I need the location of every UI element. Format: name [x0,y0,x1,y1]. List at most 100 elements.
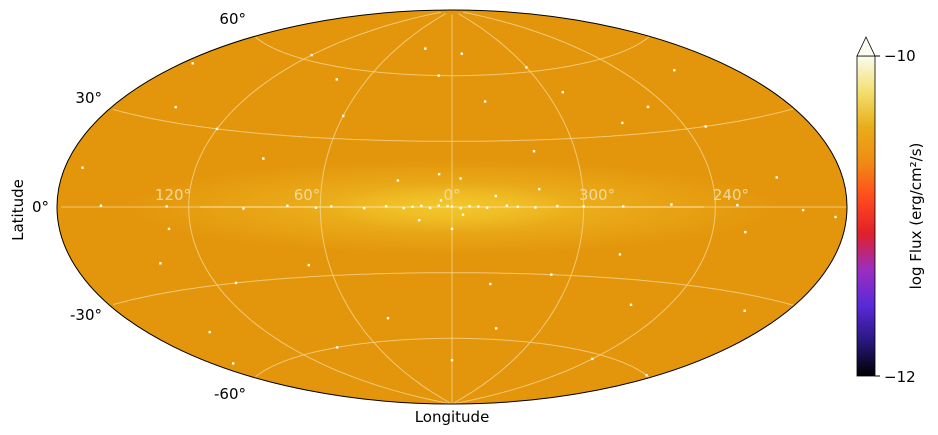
point-source [459,206,462,210]
point-source [167,227,171,231]
point-source [461,213,465,216]
point-source [411,205,414,208]
point-source [516,205,519,208]
latitude-tick-labels: 60° 30° 0° -30° -60° [32,10,246,403]
point-source [437,173,441,176]
longitude-gridline [319,13,452,404]
point-source [550,273,553,276]
longitude-gridline [188,11,452,404]
point-source [485,206,489,209]
point-source [556,204,559,208]
point-source [582,205,585,208]
point-source [645,374,648,377]
point-source [450,227,454,231]
point-source [402,206,405,210]
point-source [468,205,471,208]
colorbar-min-label: −12 [884,368,916,386]
lon-tick-label: 120° [155,186,191,204]
point-source [460,52,463,55]
point-source [834,215,837,219]
colorbar-max-label: −10 [884,47,916,65]
lon-tick-label: 240° [713,186,749,204]
point-source [437,74,440,77]
point-source [743,309,746,312]
colorbar-label: log Flux (erg/cm²/s) [907,143,925,290]
point-source [670,203,673,206]
point-source [561,91,564,94]
lon-tick-label: 300° [579,186,615,204]
graticule [61,11,847,404]
point-source [494,327,498,330]
point-source [801,208,805,212]
point-source [314,206,318,209]
point-source [437,204,440,207]
point-source [459,177,462,180]
point-source [775,176,778,179]
point-source [450,205,454,208]
point-source [704,125,707,128]
lon-tick-label: 0° [443,186,460,204]
lat-tick-label: -30° [70,306,102,324]
point-source [538,187,541,191]
point-source [673,69,676,72]
point-source [342,114,345,118]
lat-tick-label: -60° [214,385,246,403]
point-source [477,205,480,208]
point-source [335,78,338,81]
point-source [262,157,265,160]
point-source [335,346,339,349]
point-source [622,205,625,208]
x-axis-label: Longitude [415,408,490,426]
point-source [450,359,454,362]
point-source [81,166,84,169]
point-source [386,317,390,320]
point-source [591,357,594,361]
longitude-tick-labels: 120° 60° 0° 300° 240° [155,186,749,204]
y-axis-label: Latitude [9,179,27,241]
colorbar-extend-triangle [856,36,876,57]
point-source [525,66,528,69]
lat-tick-label: 30° [75,89,102,107]
point-source [208,330,211,334]
point-source [489,282,492,286]
point-source [483,100,487,103]
point-source [165,205,168,208]
point-source [424,47,427,50]
point-source [420,204,423,208]
sky-map [56,9,848,405]
longitude-gridline [452,13,585,404]
point-source [618,253,622,256]
point-source [191,62,194,65]
point-source [242,207,245,210]
point-source [736,203,739,207]
lat-tick-label: 60° [219,10,246,28]
point-source [439,199,443,202]
point-source [532,150,536,153]
longitude-gridline [452,11,716,404]
point-source [428,206,432,210]
point-source [505,204,509,207]
point-source [363,206,366,210]
colorbar: −10 −12 log Flux (erg/cm²/s) [856,36,925,386]
point-source [234,281,238,285]
point-source [446,204,449,208]
point-source [621,121,624,125]
point-source [232,362,235,365]
point-sources [81,47,837,377]
map-border [56,9,848,405]
point-source [534,206,537,209]
point-source [174,105,177,109]
point-source [310,53,313,57]
lat-tick-label: 0° [32,198,49,216]
point-source [396,179,400,182]
lon-tick-label: 60° [294,186,321,204]
point-source [418,219,421,222]
point-source [286,204,289,207]
point-source [215,127,219,131]
point-source [646,105,650,109]
colorbar-gradient [856,55,876,377]
point-source [494,194,497,198]
point-source [629,303,633,306]
point-source [307,263,310,267]
